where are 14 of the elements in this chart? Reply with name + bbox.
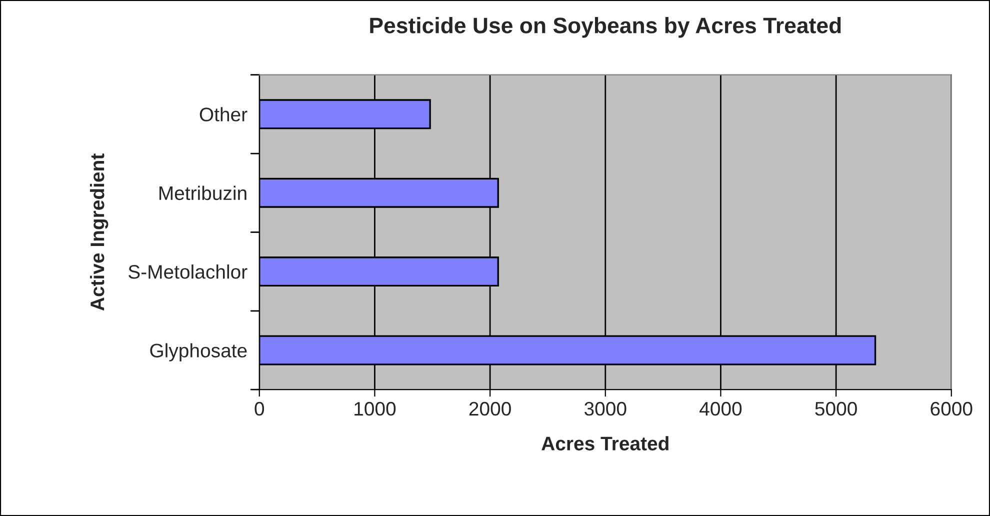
x-tick-label: 3000 — [584, 402, 626, 416]
y-tick-label: Other — [200, 107, 248, 122]
chart-title: Pesticide Use on Soybeans by Acres Treated — [370, 17, 841, 38]
y-tick-label: Glyphosate — [150, 343, 247, 362]
x-tick-label: 2000 — [469, 402, 511, 416]
x-tick-label: 5000 — [815, 402, 857, 416]
y-tick-label: S-Metolachlor — [128, 264, 248, 279]
y-tick-label: Metribuzin — [159, 186, 246, 200]
x-tick-label: 0 — [254, 402, 264, 416]
y-axis-title: Active Ingredient — [90, 154, 108, 311]
x-axis-title: Acres Treated — [542, 436, 668, 450]
x-tick-label: 4000 — [700, 402, 742, 416]
x-tick-label: 6000 — [930, 402, 972, 416]
x-tick-label: 1000 — [354, 402, 396, 416]
